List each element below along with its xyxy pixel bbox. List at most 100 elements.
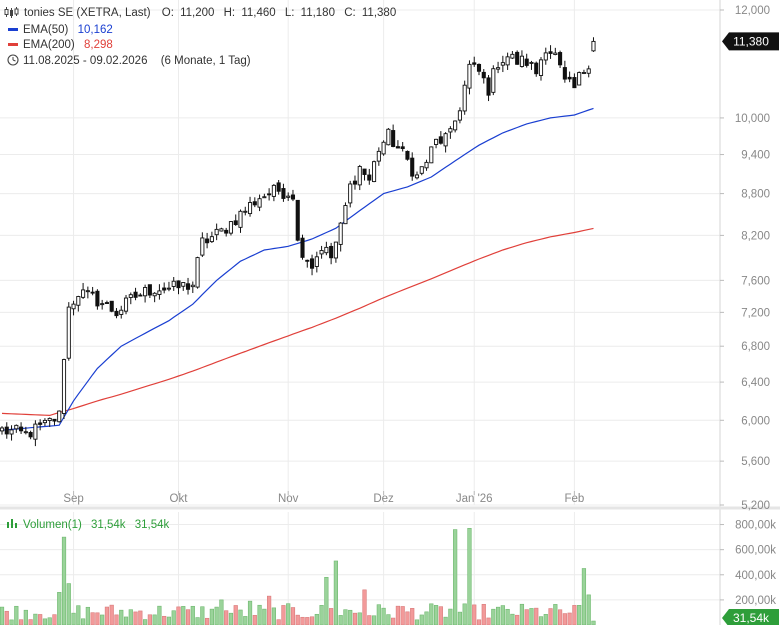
volume-bar xyxy=(395,605,401,625)
candle xyxy=(357,164,362,191)
candle xyxy=(162,282,167,294)
candle-body xyxy=(14,424,19,430)
svg-text:11.08.2025 - 09.02.2026: 11.08.2025 - 09.02.2026 (6 Monate, 1 Tag… xyxy=(23,55,251,67)
volume-bar xyxy=(228,612,234,625)
volume-bar xyxy=(324,576,329,625)
candle xyxy=(119,305,124,319)
candle xyxy=(348,180,353,208)
candle-body xyxy=(85,290,90,293)
candle-body xyxy=(515,51,520,65)
candle xyxy=(553,47,558,56)
candle xyxy=(562,60,567,83)
volume-bar xyxy=(286,603,291,625)
candle-body xyxy=(548,51,553,54)
ema50-legend-value: 10,162 xyxy=(78,24,113,36)
volume-bar xyxy=(491,608,496,625)
candle-body xyxy=(252,201,257,206)
candle-body xyxy=(472,62,477,65)
candle xyxy=(491,65,496,96)
volume-bar xyxy=(400,606,405,625)
candle-body xyxy=(33,423,38,440)
volume-bar xyxy=(85,606,90,625)
candle xyxy=(190,281,195,293)
candle xyxy=(429,146,434,164)
candle-body xyxy=(572,77,577,89)
candle-body xyxy=(424,161,429,169)
volume-bar xyxy=(534,607,539,625)
candle xyxy=(52,418,57,426)
volume-bar xyxy=(267,595,272,625)
candle xyxy=(286,192,291,201)
candle-body xyxy=(352,180,358,185)
range-detail: (6 Monate, 1 Tag) xyxy=(161,55,251,67)
candle-body xyxy=(66,306,71,359)
volume-bar xyxy=(176,606,181,625)
candle xyxy=(233,214,238,226)
candle-body xyxy=(405,150,410,160)
candle-body xyxy=(367,174,372,181)
candle xyxy=(500,55,505,73)
candle xyxy=(510,51,515,60)
candle-body xyxy=(524,58,529,66)
candle xyxy=(200,232,205,258)
candle xyxy=(171,277,176,291)
candle xyxy=(209,231,214,244)
time-tick-label: Nov xyxy=(278,493,299,505)
candle-body xyxy=(586,68,591,74)
volume-bar xyxy=(61,536,67,625)
volume-bar xyxy=(80,618,86,625)
candle xyxy=(23,426,28,435)
candle-body xyxy=(52,418,57,422)
candle-body xyxy=(476,63,482,72)
volume-bar xyxy=(100,614,105,625)
volume-bar xyxy=(429,603,434,625)
candle xyxy=(185,277,191,295)
candle xyxy=(496,61,501,74)
volume-bar xyxy=(143,619,148,625)
volume-tick-label: 600,00k xyxy=(735,545,776,557)
candle xyxy=(42,418,47,427)
volume-bar xyxy=(152,614,157,625)
candle xyxy=(558,50,563,68)
candle-body xyxy=(247,202,253,215)
candle-body xyxy=(152,292,157,297)
volume-bar xyxy=(290,607,296,625)
volume-bar xyxy=(209,608,214,625)
volume-bar xyxy=(171,610,176,625)
candle-body xyxy=(410,157,415,177)
volume-bar xyxy=(104,606,110,625)
candle-body xyxy=(386,128,391,146)
candle xyxy=(591,37,596,52)
volume-bar xyxy=(119,609,124,625)
volume-bar xyxy=(567,612,572,625)
ohlc-low-value: 11,180 xyxy=(301,7,335,19)
volume-bar xyxy=(18,619,24,625)
volume-bar xyxy=(505,608,510,625)
candle-body xyxy=(0,427,5,432)
candle-body xyxy=(181,282,186,287)
candle-body xyxy=(348,183,353,204)
candle-body xyxy=(133,291,138,298)
candle xyxy=(472,56,477,67)
ohlc-close-label: C: xyxy=(344,7,356,19)
candle xyxy=(104,300,109,304)
candle-body xyxy=(329,245,334,259)
candle xyxy=(405,150,410,161)
volume-bar xyxy=(162,615,167,625)
candle-body xyxy=(419,166,424,174)
volume-bar xyxy=(114,614,119,625)
candle-body xyxy=(205,238,210,244)
candle-body xyxy=(453,120,458,131)
last-volume-value: 31,54k xyxy=(733,611,770,625)
volume-bar xyxy=(386,614,391,625)
candle xyxy=(567,71,572,83)
time-tick-label: Feb xyxy=(564,493,584,505)
chart-type-icon[interactable] xyxy=(4,7,19,18)
candle xyxy=(95,289,100,310)
candle xyxy=(519,50,524,68)
volume-bar xyxy=(433,605,439,625)
volume-bar xyxy=(28,619,33,625)
price-tick-label: 5,200 xyxy=(741,500,770,512)
candle-body xyxy=(462,84,467,112)
